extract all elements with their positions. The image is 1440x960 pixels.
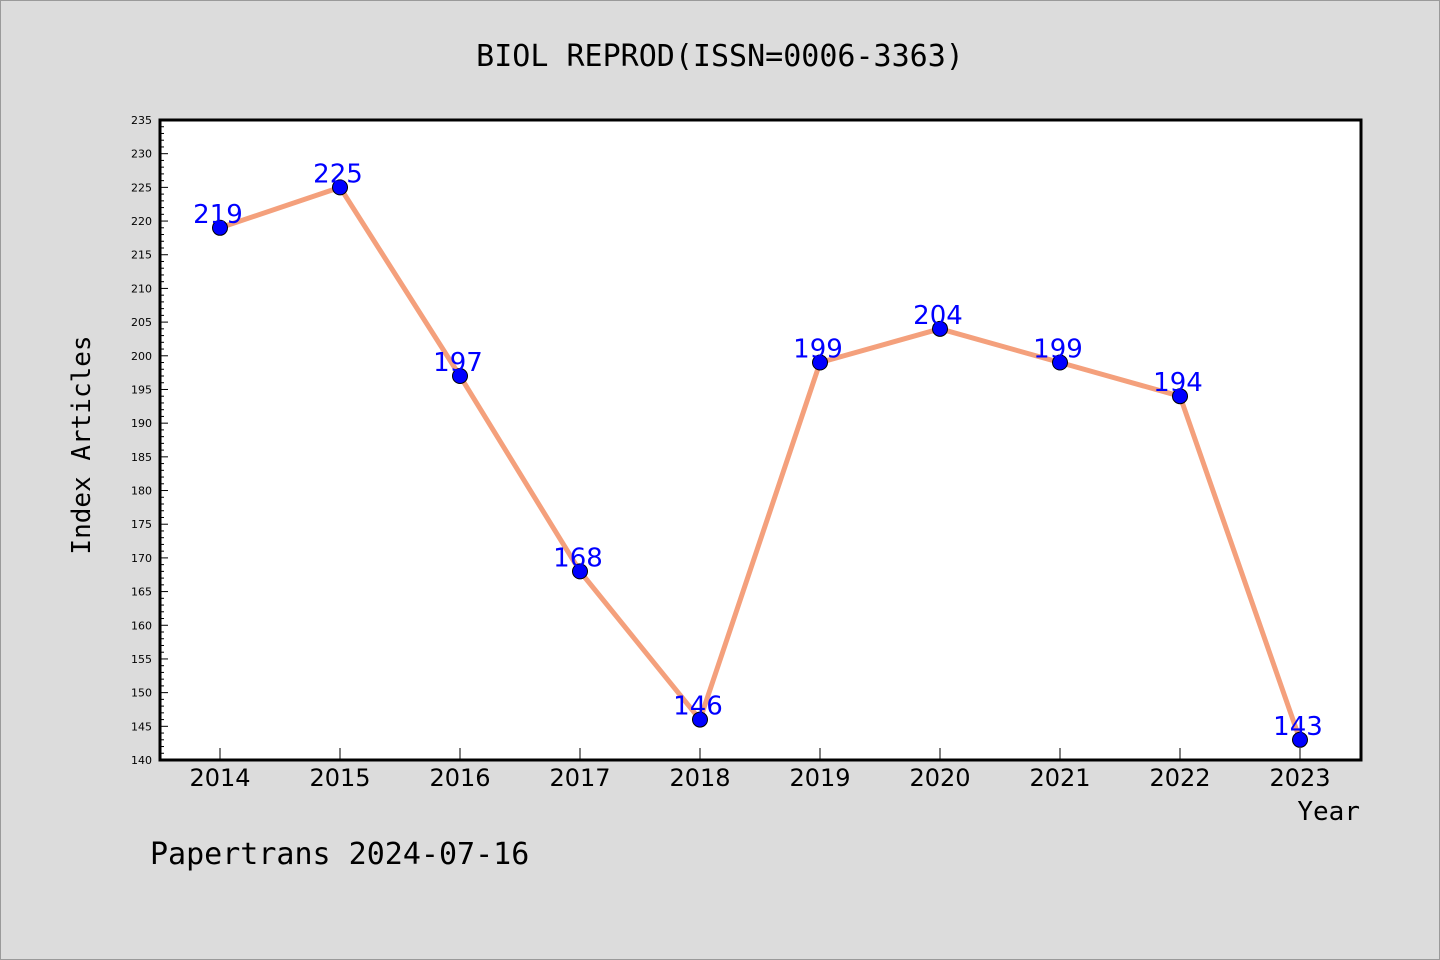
data-point <box>1292 731 1308 748</box>
y-tick-label: 140 <box>131 754 152 767</box>
y-tick-label: 175 <box>131 518 152 531</box>
y-tick-label: 150 <box>131 687 152 700</box>
data-label: 225 <box>313 159 363 189</box>
plot-area <box>158 118 1363 762</box>
x-tick-label: 2023 <box>1269 764 1330 792</box>
data-label: 219 <box>193 200 243 230</box>
y-tick-label: 200 <box>131 350 152 363</box>
x-tick-label: 2016 <box>429 764 490 792</box>
y-tick-label: 160 <box>131 619 152 632</box>
y-tick-label: 155 <box>131 653 152 666</box>
y-tick-label: 230 <box>131 148 152 161</box>
y-tick-label: 195 <box>131 383 152 396</box>
x-axis-label: Year <box>1297 797 1360 827</box>
x-axis: 2014 2015 2016 2017 2018 2019 2020 2021 2022 2023 <box>189 748 1331 792</box>
series-line <box>217 184 1303 743</box>
x-tick-label: 2022 <box>1149 764 1210 792</box>
y-tick-label: 225 <box>131 181 152 194</box>
data-point <box>1052 354 1068 371</box>
y-tick-label: 205 <box>131 316 152 329</box>
data-point <box>212 219 228 236</box>
x-tick-label: 2014 <box>189 764 250 792</box>
data-label: 204 <box>913 301 963 331</box>
data-point <box>812 354 828 371</box>
y-tick-label: 180 <box>131 485 152 498</box>
data-labels: 219 225 197 168 146 199 204 199 194 143 <box>193 159 1323 741</box>
data-point <box>1172 388 1188 405</box>
data-label: 199 <box>793 335 843 365</box>
x-tick-label: 2015 <box>309 764 370 792</box>
x-tick-label: 2019 <box>789 764 850 792</box>
y-tick-label: 145 <box>131 720 152 733</box>
data-label: 143 <box>1273 712 1323 742</box>
data-label: 146 <box>673 692 723 722</box>
x-tick-label: 2017 <box>549 764 610 792</box>
x-tick-label: 2018 <box>669 764 730 792</box>
x-tick-label: 2021 <box>1029 764 1090 792</box>
data-label: 199 <box>1033 335 1083 365</box>
data-label: 168 <box>553 543 603 573</box>
y-axis-label: Index Articles <box>67 335 97 554</box>
y-tick-label: 215 <box>131 249 152 262</box>
footer-date-stamp: Papertrans 2024-07-16 <box>150 837 529 872</box>
data-label: 197 <box>433 348 483 378</box>
chart-title: BIOL REPROD(ISSN=0006-3363) <box>476 39 964 74</box>
y-tick-label: 185 <box>131 451 152 464</box>
data-point <box>452 368 468 384</box>
data-label: 194 <box>1153 368 1203 398</box>
y-tick-label: 235 <box>131 114 152 127</box>
data-point <box>692 711 708 728</box>
x-tick-label: 2020 <box>909 764 970 792</box>
y-tick-label: 190 <box>131 417 152 430</box>
data-point <box>932 320 948 337</box>
data-point <box>572 563 588 580</box>
y-tick-label: 165 <box>131 586 152 599</box>
series-line-group <box>217 184 1303 743</box>
y-tick-label: 210 <box>131 282 152 295</box>
y-tick-label: 170 <box>131 552 152 565</box>
y-axis: 140 145 150 155 160 165 170 175 180 185 190 195 200 2… <box>131 114 168 767</box>
y-tick-label: 220 <box>131 215 152 228</box>
data-markers <box>212 179 1308 748</box>
data-point <box>332 179 348 196</box>
